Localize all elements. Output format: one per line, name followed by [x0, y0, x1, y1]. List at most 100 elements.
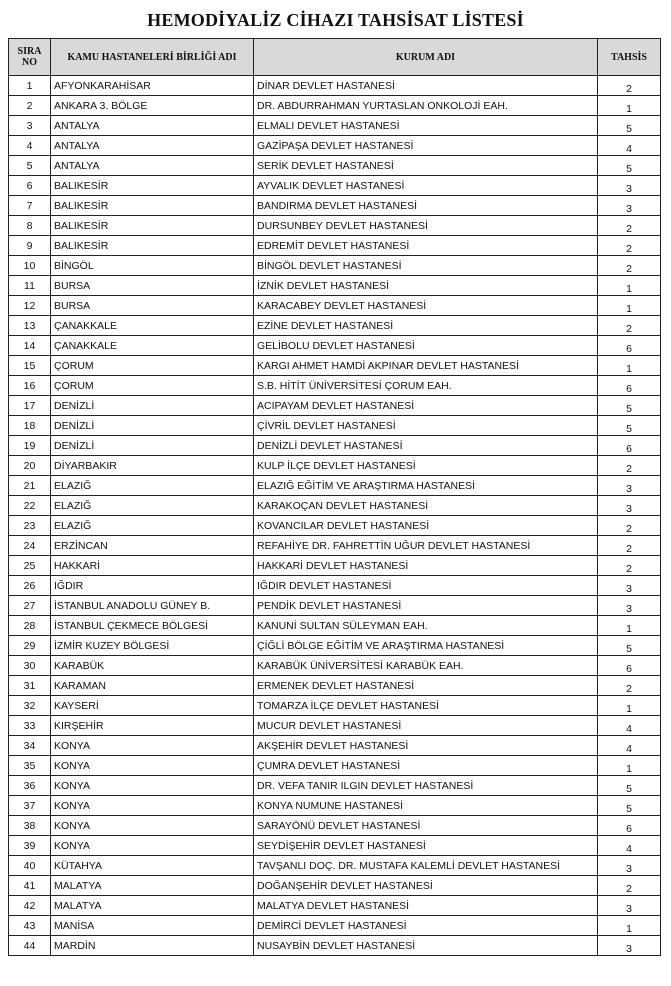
- kurum-name: DOĞANŞEHİR DEVLET HASTANESİ: [253, 875, 598, 896]
- kurum-name: DEMİRCİ DEVLET HASTANESİ: [253, 915, 598, 936]
- kurum-name: KULP İLÇE DEVLET HASTANESİ: [253, 455, 598, 476]
- birlik-name: ANTALYA: [50, 115, 254, 136]
- table-row: 21 ELAZIĞ ELAZIĞ EĞİTİM VE ARAŞTIRMA HASTA…: [8, 475, 661, 496]
- kurum-name: KONYA NUMUNE HASTANESİ: [253, 795, 598, 816]
- allocation-table: SIRA NO KAMU HASTANELERİ BİRLİĞİ ADI KUR…: [8, 38, 661, 956]
- birlik-name: MARDİN: [50, 935, 254, 956]
- birlik-name: KIRŞEHİR: [50, 715, 254, 736]
- header-tahsis: TAHSİS: [597, 38, 661, 76]
- kurum-name: GELİBOLU DEVLET HASTANESİ: [253, 335, 598, 356]
- tahsis-count: 2: [597, 255, 661, 276]
- table-row: 32 KAYSERİ TOMARZA İLÇE DEVLET HASTANESİ 1: [8, 695, 661, 716]
- birlik-name: BURSA: [50, 275, 254, 296]
- row-number: 44: [8, 935, 51, 956]
- table-row: 38 KONYA SARAYÖNÜ DEVLET HASTANESİ 6: [8, 815, 661, 836]
- row-number: 15: [8, 355, 51, 376]
- tahsis-count: 1: [597, 275, 661, 296]
- tahsis-count: 5: [597, 155, 661, 176]
- header-sira-no: SIRA NO: [8, 38, 51, 76]
- tahsis-count: 5: [597, 795, 661, 816]
- kurum-name: İZNİK DEVLET HASTANESİ: [253, 275, 598, 296]
- table-row: 36 KONYA DR. VEFA TANIR ILGIN DEVLET HASTA…: [8, 775, 661, 796]
- birlik-name: BİNGÖL: [50, 255, 254, 276]
- row-number: 32: [8, 695, 51, 716]
- table-row: 27 İSTANBUL ANADOLU GÜNEY B. PENDİK DEVLET…: [8, 595, 661, 616]
- row-number: 17: [8, 395, 51, 416]
- birlik-name: DENİZLİ: [50, 395, 254, 416]
- tahsis-count: 2: [597, 535, 661, 556]
- kurum-name: SEYDİŞEHİR DEVLET HASTANESİ: [253, 835, 598, 856]
- tahsis-count: 1: [597, 615, 661, 636]
- row-number: 31: [8, 675, 51, 696]
- tahsis-count: 3: [597, 855, 661, 876]
- birlik-name: ELAZIĞ: [50, 495, 254, 516]
- tahsis-count: 3: [597, 495, 661, 516]
- row-number: 36: [8, 775, 51, 796]
- birlik-name: ÇORUM: [50, 375, 254, 396]
- kurum-name: GAZİPAŞA DEVLET HASTANESİ: [253, 135, 598, 156]
- tahsis-count: 5: [597, 635, 661, 656]
- tahsis-count: 2: [597, 555, 661, 576]
- kurum-name: KARABÜK ÜNİVERSİTESİ KARABÜK EAH.: [253, 655, 598, 676]
- row-number: 7: [8, 195, 51, 216]
- table-row: 34 KONYA AKŞEHİR DEVLET HASTANESİ 4: [8, 735, 661, 756]
- row-number: 39: [8, 835, 51, 856]
- kurum-name: S.B. HİTİT ÜNİVERSİTESİ ÇORUM EAH.: [253, 375, 598, 396]
- tahsis-count: 2: [597, 75, 661, 96]
- document-title: HEMODİYALİZ CİHAZI TAHSİSAT LİSTESİ: [147, 10, 524, 30]
- table-row: 4 ANTALYA GAZİPAŞA DEVLET HASTANESİ 4: [8, 135, 661, 156]
- kurum-name: DİNAR DEVLET HASTANESİ: [253, 75, 598, 96]
- birlik-name: ERZİNCAN: [50, 535, 254, 556]
- birlik-name: KONYA: [50, 835, 254, 856]
- row-number: 19: [8, 435, 51, 456]
- kurum-name: DR. ABDURRAHMAN YURTASLAN ONKOLOJİ EAH.: [253, 95, 598, 116]
- tahsis-count: 2: [597, 215, 661, 236]
- table-row: 44 MARDİN NUSAYBİN DEVLET HASTANESİ 3: [8, 935, 661, 956]
- birlik-name: MALATYA: [50, 875, 254, 896]
- kurum-name: ÇİĞLİ BÖLGE EĞİTİM VE ARAŞTIRMA HASTANES…: [253, 635, 598, 656]
- row-number: 29: [8, 635, 51, 656]
- table-row: 43 MANİSA DEMİRCİ DEVLET HASTANESİ 1: [8, 915, 661, 936]
- table-row: 9 BALIKESİR EDREMİT DEVLET HASTANESİ 2: [8, 235, 661, 256]
- tahsis-count: 3: [597, 475, 661, 496]
- table-row: 35 KONYA ÇUMRA DEVLET HASTANESİ 1: [8, 755, 661, 776]
- table-row: 6 BALIKESİR AYVALIK DEVLET HASTANESİ 3: [8, 175, 661, 196]
- kurum-name: HAKKARİ DEVLET HASTANESİ: [253, 555, 598, 576]
- birlik-name: MANİSA: [50, 915, 254, 936]
- tahsis-count: 2: [597, 875, 661, 896]
- table-row: 5 ANTALYA SERİK DEVLET HASTANESİ 5: [8, 155, 661, 176]
- kurum-name: ACIPAYAM DEVLET HASTANESİ: [253, 395, 598, 416]
- row-number: 5: [8, 155, 51, 176]
- tahsis-count: 2: [597, 455, 661, 476]
- table-row: 29 İZMİR KUZEY BÖLGESİ ÇİĞLİ BÖLGE EĞİTİM …: [8, 635, 661, 656]
- table-row: 37 KONYA KONYA NUMUNE HASTANESİ 5: [8, 795, 661, 816]
- row-number: 10: [8, 255, 51, 276]
- birlik-name: KARAMAN: [50, 675, 254, 696]
- row-number: 26: [8, 575, 51, 596]
- table-row: 42 MALATYA MALATYA DEVLET HASTANESİ 3: [8, 895, 661, 916]
- table-row: 25 HAKKARİ HAKKARİ DEVLET HASTANESİ 2: [8, 555, 661, 576]
- tahsis-count: 4: [597, 835, 661, 856]
- tahsis-count: 2: [597, 675, 661, 696]
- kurum-name: DURSUNBEY DEVLET HASTANESİ: [253, 215, 598, 236]
- birlik-name: DENİZLİ: [50, 435, 254, 456]
- birlik-name: BALIKESİR: [50, 195, 254, 216]
- row-number: 4: [8, 135, 51, 156]
- birlik-name: KONYA: [50, 815, 254, 836]
- tahsis-count: 3: [597, 895, 661, 916]
- table-header: SIRA NO KAMU HASTANELERİ BİRLİĞİ ADI KUR…: [8, 38, 661, 76]
- kurum-name: BİNGÖL DEVLET HASTANESİ: [253, 255, 598, 276]
- table-row: 24 ERZİNCAN REFAHİYE DR. FAHRETTİN UĞUR DE…: [8, 535, 661, 556]
- birlik-name: İSTANBUL ANADOLU GÜNEY B.: [50, 595, 254, 616]
- birlik-name: ÇANAKKALE: [50, 315, 254, 336]
- row-number: 3: [8, 115, 51, 136]
- table-row: 40 KÜTAHYA TAVŞANLI DOÇ. DR. MUSTAFA KALEM…: [8, 855, 661, 876]
- table-row: 26 IĞDIR IĞDIR DEVLET HASTANESİ 3: [8, 575, 661, 596]
- birlik-name: KONYA: [50, 755, 254, 776]
- kurum-name: MUCUR DEVLET HASTANESİ: [253, 715, 598, 736]
- tahsis-count: 1: [597, 755, 661, 776]
- kurum-name: DR. VEFA TANIR ILGIN DEVLET HASTANESİ: [253, 775, 598, 796]
- birlik-name: BALIKESİR: [50, 235, 254, 256]
- table-row: 19 DENİZLİ DENİZLİ DEVLET HASTANESİ 6: [8, 435, 661, 456]
- table-row: 31 KARAMAN ERMENEK DEVLET HASTANESİ 2: [8, 675, 661, 696]
